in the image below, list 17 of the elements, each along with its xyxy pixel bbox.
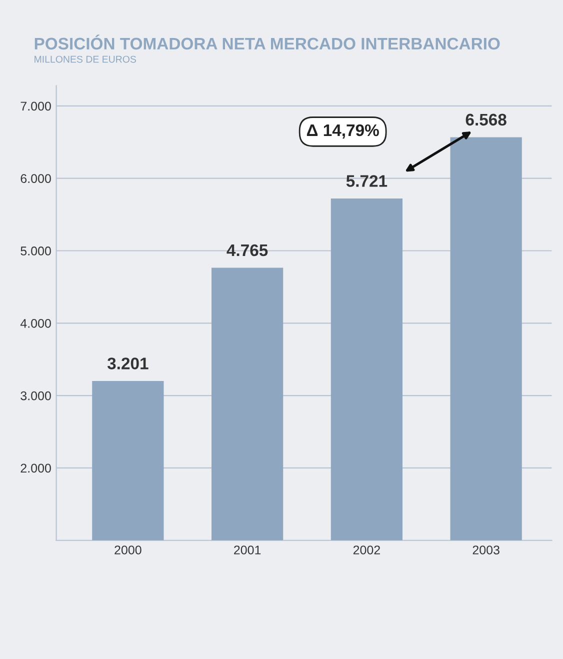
x-tick-label: 2002 [353,546,380,554]
y-tick-label: 6.000 [20,174,51,183]
annotation: Δ 14,79% [306,124,379,139]
data-label: 4.765 [226,244,268,256]
y-tick-label: 5.000 [20,246,51,256]
x-tick-label: 2003 [472,546,500,554]
data-label: 5.721 [346,175,388,187]
x-tick-label: 2000 [114,546,142,554]
y-tick-label: 2.000 [20,464,51,473]
y-tick-label: 3.000 [20,391,51,400]
data-label: 6.568 [466,114,506,126]
y-tick-label: 4.000 [20,318,51,328]
x-tick-label: 2001 [234,546,261,554]
data-label: 3.201 [107,358,148,370]
chart-title: POSICIÓN TOMADORA NETA MERCADO INTERBANCARIO [34,34,500,50]
y-tick-label: 7.000 [20,102,51,111]
chart-subtitle: MILLONES DE EUROS [34,56,136,63]
